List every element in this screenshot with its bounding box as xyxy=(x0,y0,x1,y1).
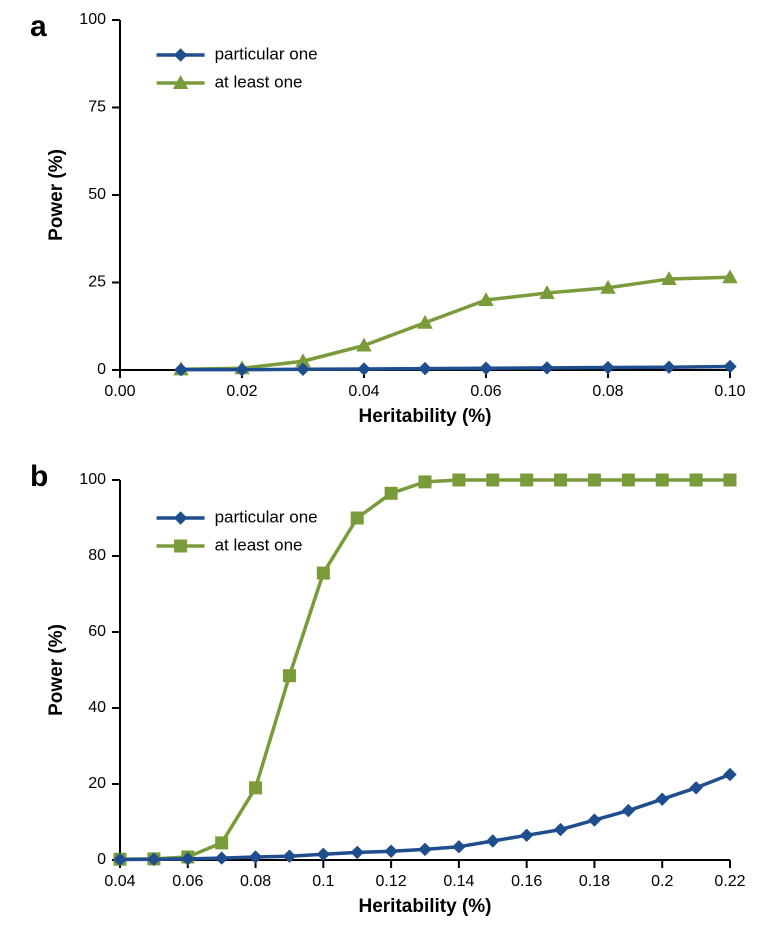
panel-b-plot-group: 0 20 40 60 80 100 0.04 0.06 0.08 0.1 0.12 0.14 0.16 0… xyxy=(46,471,746,917)
panel-a-xtick-label: 0.10 xyxy=(714,383,745,400)
panel-b-xtick-label: 0.2 xyxy=(651,873,673,890)
panel-a-ytick-label: 50 xyxy=(88,186,106,203)
panel-b-y-title: Power (%) xyxy=(46,624,67,716)
panel-a-xtick-label: 0.02 xyxy=(226,383,257,400)
panel-b-line-at_least_one xyxy=(120,480,730,859)
panel-b-x-title: Heritability (%) xyxy=(358,896,491,917)
panel-a-x-title: Heritability (%) xyxy=(358,406,491,427)
panel-a-line-at_least_one xyxy=(181,277,730,369)
panel-b-xtick-label: 0.12 xyxy=(376,873,407,890)
panel-b-ytick-label: 0 xyxy=(97,851,106,868)
panel-b-legend-label: at least one xyxy=(215,535,303,554)
panel-b-ytick-label: 60 xyxy=(88,623,106,640)
panel-a-ytick-label: 25 xyxy=(88,274,106,291)
panel-b-label: b xyxy=(30,460,48,494)
panel-b-ytick-label: 80 xyxy=(88,547,106,564)
panel-a-xtick-label: 0.06 xyxy=(470,383,501,400)
panel-b-xtick-label: 0.1 xyxy=(312,873,334,890)
panel-a-plot-group: 0 25 50 75 100 0.00 0.02 0.04 0.06 0.08 0.10 Herita… xyxy=(46,11,746,427)
panel-a-legend-label: particular one xyxy=(215,44,318,63)
panel-b-xtick-label: 0.18 xyxy=(579,873,610,890)
panel-b-legend: particular one at least one xyxy=(157,507,318,554)
panel-b-xtick-label: 0.16 xyxy=(511,873,542,890)
panel-b-ytick-label: 20 xyxy=(88,775,106,792)
panel-b-xtick-label: 0.04 xyxy=(104,873,135,890)
figure-container: { "layout": { "width": 780, "height": 93… xyxy=(0,0,780,936)
panel-a-ytick-label: 100 xyxy=(79,11,106,28)
panel-a-legend: particular one at least one xyxy=(157,44,318,91)
panel-b-ytick-label: 100 xyxy=(79,471,106,488)
panel-a-ytick-label: 75 xyxy=(88,99,106,116)
panel-a-xtick-label: 0.04 xyxy=(348,383,379,400)
panel-b-xtick-label: 0.08 xyxy=(240,873,271,890)
panel-a-xtick-label: 0.08 xyxy=(592,383,623,400)
panel-b-xtick-label: 0.22 xyxy=(714,873,745,890)
panel-b-xtick-label: 0.06 xyxy=(172,873,203,890)
panel-b-legend-label: particular one xyxy=(215,507,318,526)
panel-a-xtick-label: 0.00 xyxy=(104,383,135,400)
figure-svg: 02550751000.000.020.040.060.080.10Herita… xyxy=(0,0,780,936)
panel-b-xtick-label: 0.14 xyxy=(443,873,474,890)
panel-a-y-title: Power (%) xyxy=(46,149,67,241)
panel-b-ytick-label: 40 xyxy=(88,699,106,716)
panel-a-label: a xyxy=(30,10,47,44)
panel-a-ytick-label: 0 xyxy=(97,361,106,378)
panel-a-legend-label: at least one xyxy=(215,72,303,91)
